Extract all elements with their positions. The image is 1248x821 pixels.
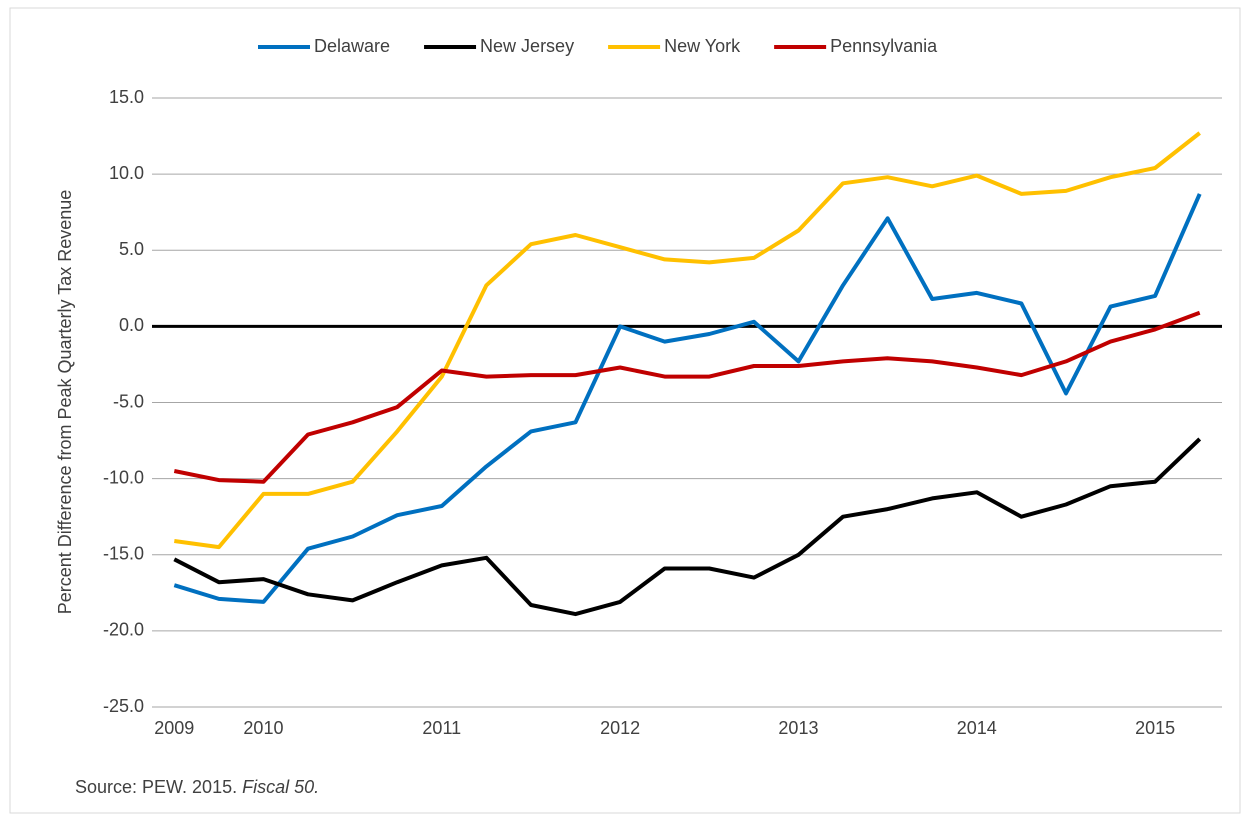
y-tick-label: 15.0	[109, 87, 144, 107]
legend-label: Pennsylvania	[830, 36, 938, 56]
x-tick-label: 2015	[1135, 718, 1175, 738]
y-tick-label: 5.0	[119, 239, 144, 259]
x-tick-label: 2012	[600, 718, 640, 738]
y-axis-label: Percent Difference from Peak Quarterly T…	[55, 190, 75, 615]
x-tick-label: 2014	[957, 718, 997, 738]
legend-label: New York	[664, 36, 741, 56]
y-tick-label: -5.0	[113, 391, 144, 411]
series-line	[173, 193, 1202, 604]
series-line	[173, 310, 1201, 484]
source-italic: Fiscal 50.	[242, 777, 319, 797]
legend-label: Delaware	[314, 36, 390, 56]
y-tick-label: -20.0	[103, 620, 144, 640]
y-tick-label: -15.0	[103, 544, 144, 564]
y-tick-label: 0.0	[119, 315, 144, 335]
x-tick-label: 2013	[778, 718, 818, 738]
y-tick-label: -25.0	[103, 696, 144, 716]
y-tick-label: 10.0	[109, 163, 144, 183]
series-line	[173, 437, 1202, 617]
legend-label: New Jersey	[480, 36, 574, 56]
chart-frame	[9, 7, 1241, 814]
x-tick-label: 2010	[243, 718, 283, 738]
x-tick-label: 2011	[422, 718, 461, 738]
source-text: Source: PEW. 2015.	[75, 777, 242, 797]
source-note: Source: PEW. 2015. Fiscal 50.	[75, 777, 319, 797]
x-tick-label: 2009	[154, 718, 194, 738]
series-line	[174, 131, 1201, 550]
y-tick-label: -10.0	[103, 467, 144, 487]
